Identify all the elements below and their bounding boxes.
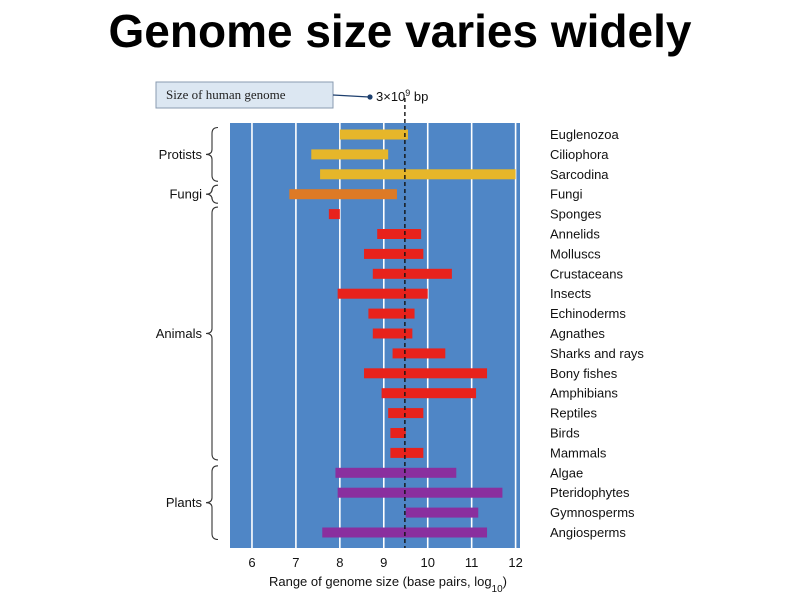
category-label-sponges: Sponges [550,207,602,222]
tick-label-12: 12 [508,555,522,570]
category-label-fungi: Fungi [550,187,583,202]
callout-box [155,81,334,109]
bracket-animals [205,206,219,461]
bar-amphibians [381,388,477,399]
category-label-molluscs: Molluscs [550,246,601,261]
human-genome-callout: Size of human genome 3×109 bp [155,81,428,109]
tick-label-9: 9 [380,555,387,570]
bar-ciliophora [311,149,389,160]
group-label-plants: Plants [166,495,203,510]
bar-crustaceans [372,268,452,279]
category-label-euglenozoa: Euglenozoa [550,127,619,142]
bracket-plants [205,465,219,541]
bar-sponges [328,209,340,220]
bar-mammals [390,447,424,458]
category-label-agnathes: Agnathes [550,326,605,341]
category-label-reptiles: Reptiles [550,406,597,421]
tick-label-11: 11 [465,555,479,570]
bar-sharks-and-rays [392,348,446,359]
category-label-insects: Insects [550,286,592,301]
callout-dot [367,94,373,100]
slide-title: Genome size varies widely [108,5,692,57]
bracket-fungi [205,184,219,204]
tick-label-7: 7 [292,555,299,570]
bar-reptiles [388,408,424,419]
category-label-echinoderms: Echinoderms [550,306,626,321]
tick-label-8: 8 [336,555,343,570]
category-label-sarcodina: Sarcodina [550,167,609,182]
category-label-crustaceans: Crustaceans [550,266,623,281]
tick-label-10: 10 [420,555,434,570]
bar-algae [335,467,457,478]
callout-value: 3×109 bp [376,88,428,104]
bar-fungi [289,189,397,200]
bar-insects [337,288,428,299]
category-label-sharks-and-rays: Sharks and rays [550,346,644,361]
category-label-gymnosperms: Gymnosperms [550,505,635,520]
category-label-annelids: Annelids [550,227,600,242]
group-brackets: Protists Fungi Animals Plants [156,126,219,541]
category-label-mammals: Mammals [550,445,607,460]
bar-echinoderms [368,308,415,319]
bar-pteridophytes [337,487,503,498]
callout-label: Size of human genome [166,87,286,102]
callout-pointer [332,94,370,98]
bar-bony-fishes [364,368,488,379]
category-label-pteridophytes: Pteridophytes [550,485,630,500]
category-label-birds: Birds [550,426,580,441]
bar-gymnosperms [405,507,479,518]
bar-annelids [377,229,422,239]
group-label-fungi: Fungi [169,187,202,202]
category-label-amphibians: Amphibians [550,386,618,401]
category-label-bony-fishes: Bony fishes [550,366,618,381]
x-axis-title: Range of genome size (base pairs, log10) [269,574,507,595]
bar-agnathes [372,328,413,339]
bar-birds [390,428,406,438]
bar-euglenozoa [339,129,408,140]
tick-label-6: 6 [248,555,255,570]
bracket-protists [205,126,219,182]
x-tick-labels: 6 7 8 9 10 11 12 [248,555,522,570]
group-label-animals: Animals [156,326,203,341]
category-label-angiosperms: Angiosperms [550,525,626,540]
group-label-protists: Protists [159,147,203,162]
bar-molluscs [364,248,424,259]
range-bars [289,129,516,538]
category-label-algae: Algae [550,465,583,480]
category-labels: Euglenozoa Ciliophora Sarcodina Fungi Sponge… [550,127,644,540]
bar-sarcodina [320,169,516,180]
category-label-ciliophora: Ciliophora [550,147,609,162]
